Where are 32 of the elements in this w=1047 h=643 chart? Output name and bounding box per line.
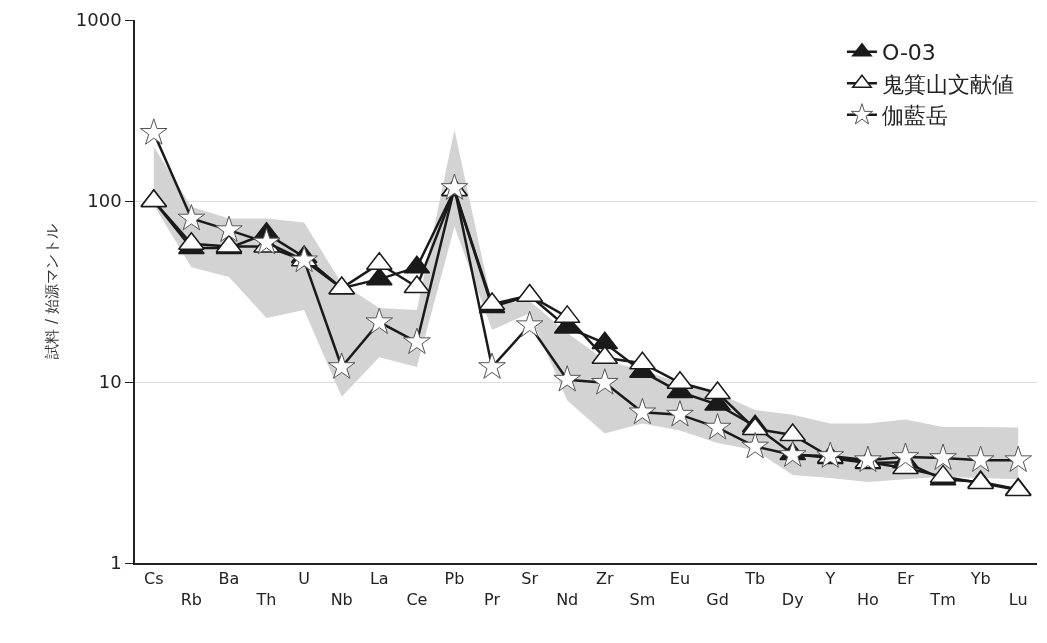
x-tick-label: Lu: [1008, 589, 1028, 609]
legend-label: 鬼箕山文献値: [881, 71, 1014, 97]
x-tick-label: Nd: [556, 589, 579, 609]
x-tick-label: Rb: [180, 589, 203, 609]
legend-label: O-03: [881, 40, 936, 66]
x-tick-label: Pb: [444, 568, 465, 588]
x-tick-label: Ba: [218, 568, 240, 588]
x-tick-label: Zr: [596, 568, 614, 588]
x-tick-label: U: [298, 568, 310, 588]
y-axis-title: 試料 / 始源マントル: [42, 224, 61, 359]
x-tick-label: Tm: [929, 589, 956, 609]
x-tick-label: Ho: [856, 589, 879, 609]
y-tick-label: 10: [98, 371, 122, 393]
x-tick-label: Sm: [629, 589, 656, 609]
x-tick-label: La: [369, 568, 389, 588]
y-tick-label: 1: [110, 552, 122, 574]
y-tick-label: 100: [87, 190, 122, 212]
x-tick-label: Tb: [744, 568, 766, 588]
legend-label: 伽藍岳: [881, 103, 948, 129]
x-tick-label: Dy: [781, 589, 804, 609]
x-tick-label: Ce: [406, 589, 428, 609]
x-tick-label: Gd: [706, 589, 729, 609]
y-tick-label: 1000: [75, 9, 122, 31]
x-tick-label: Yb: [969, 568, 991, 588]
x-tick-label: Y: [824, 568, 836, 588]
x-tick-label: Th: [255, 589, 277, 609]
x-tick-label: Eu: [669, 568, 691, 588]
x-tick-label: Sr: [521, 568, 539, 588]
x-tick-label: Pr: [484, 589, 501, 609]
x-tick-label: Nb: [330, 589, 353, 609]
x-tick-label: Er: [897, 568, 915, 588]
x-tick-label: Cs: [144, 568, 164, 588]
